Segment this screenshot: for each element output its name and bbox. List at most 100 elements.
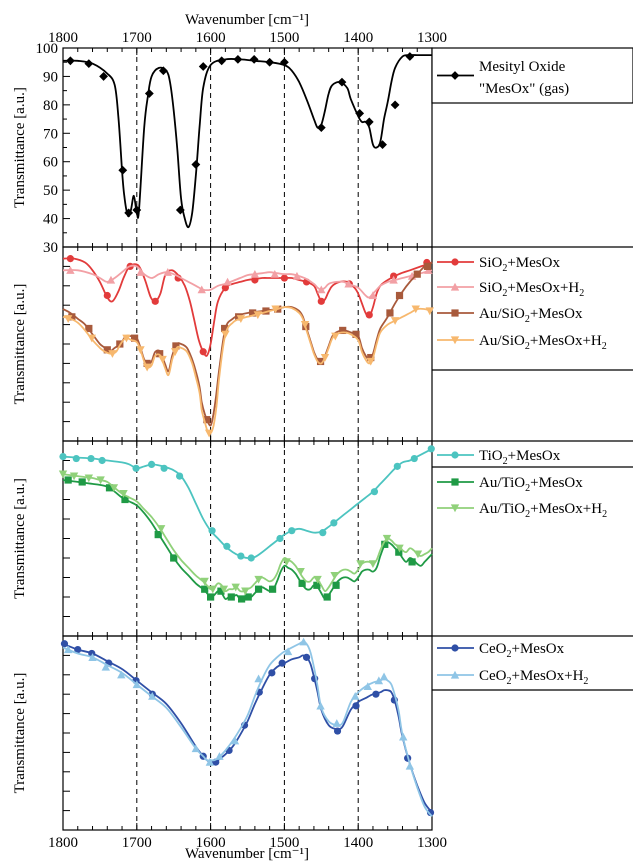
legend-swatch-marker [450, 670, 460, 679]
data-marker [105, 484, 114, 492]
legend-text: +MesOx [512, 641, 565, 657]
data-marker [282, 558, 291, 567]
data-marker [208, 527, 216, 535]
y-tick-label: 100 [36, 41, 59, 57]
data-marker [370, 488, 379, 496]
data-marker [233, 54, 243, 64]
data-marker [251, 276, 259, 284]
data-marker [330, 571, 339, 580]
data-marker [207, 593, 215, 601]
data-marker [244, 593, 252, 601]
series-3 [58, 470, 433, 596]
data-marker [316, 357, 325, 366]
data-marker [121, 495, 129, 504]
plot-frame [62, 635, 433, 831]
legend-subscript: 2 [502, 288, 507, 299]
data-marker [423, 262, 432, 270]
data-marker [364, 117, 374, 127]
data-marker [276, 534, 284, 543]
data-marker [316, 701, 325, 710]
bottom-x-axis-label: Wavenumber [cm⁻¹] [185, 846, 309, 862]
data-marker [203, 416, 211, 424]
data-marker [147, 460, 156, 468]
data-marker [175, 205, 185, 215]
top-x-axis-label: Wavenumber [cm⁻¹] [185, 12, 309, 28]
data-marker [204, 429, 214, 438]
x-tick-label: 1600 [196, 30, 226, 46]
series-2 [62, 637, 433, 817]
data-marker [87, 334, 96, 343]
data-marker [344, 279, 353, 288]
legend-text: +MesOx+H [530, 501, 602, 517]
data-marker [65, 56, 75, 66]
data-marker [247, 554, 255, 562]
data-marker [156, 350, 164, 358]
x-tick-label: 1500 [269, 835, 299, 851]
data-marker [390, 100, 400, 110]
data-marker [262, 307, 270, 315]
data-marker [217, 56, 227, 66]
data-marker [158, 66, 168, 76]
data-marker [136, 268, 145, 276]
series-line [62, 640, 433, 817]
data-marker [223, 277, 232, 286]
data-marker [298, 579, 306, 587]
legend-swatch-marker [451, 644, 459, 652]
data-marker [296, 568, 305, 576]
data-marker [389, 275, 398, 284]
panel-3: Transmittance [a.u.]TiO2+MesOxAu/TiO2+Me… [12, 440, 633, 637]
data-marker [237, 552, 245, 560]
legend-swatch-marker [450, 71, 460, 80]
y-tick-label: 60 [43, 155, 58, 171]
legend: SiO2+MesOxSiO2+MesOx+H2Au/SiO2+MesOxAu/S… [432, 246, 633, 371]
data-marker [88, 653, 97, 661]
data-marker [250, 269, 260, 278]
series-1 [59, 445, 435, 562]
data-marker [399, 732, 408, 741]
data-marker [60, 640, 69, 648]
data-marker [201, 585, 209, 593]
data-marker [427, 445, 435, 453]
data-marker [300, 321, 310, 329]
data-marker [292, 271, 302, 280]
data-marker [68, 313, 76, 321]
data-marker [379, 672, 389, 681]
legend-subscript: 2 [579, 288, 584, 299]
data-marker [151, 297, 159, 305]
legend-subscript: 2 [525, 314, 530, 325]
data-marker [268, 669, 276, 677]
data-marker [413, 270, 421, 278]
data-marker [339, 326, 347, 335]
series-line [62, 306, 433, 435]
y-axis-label: Transmittance [a.u.] [12, 673, 28, 794]
data-marker [66, 266, 75, 274]
data-marker [410, 454, 418, 463]
data-marker [390, 317, 400, 325]
data-marker [316, 123, 326, 132]
x-tick-label: 1800 [48, 30, 78, 46]
legend-text: TiO [479, 448, 503, 464]
data-marker [320, 353, 330, 362]
data-marker [323, 593, 331, 601]
data-marker [405, 52, 415, 61]
legend-text: SiO [479, 280, 503, 296]
legend-subscript: 2 [602, 509, 607, 520]
y-axis-label: Transmittance [a.u.] [12, 87, 28, 208]
y-tick-label: 40 [43, 212, 58, 228]
data-marker [132, 464, 140, 472]
data-marker [249, 309, 257, 317]
data-marker [205, 757, 215, 766]
data-marker [136, 346, 145, 355]
data-marker [122, 334, 131, 343]
legend-label-2: "MesOx" (gas) [479, 81, 569, 97]
x-tick-label: 1300 [417, 30, 447, 46]
legend-text: +MesOx+H [530, 333, 602, 349]
x-tick-label: 1500 [269, 30, 299, 46]
legend-subscript: 2 [507, 649, 512, 660]
legend-text: SiO [479, 255, 503, 271]
legend-label-2: Au/TiO2+MesOx [479, 475, 583, 494]
y-axis-label: Transmittance [a.u.] [12, 478, 28, 599]
data-marker [355, 108, 365, 118]
